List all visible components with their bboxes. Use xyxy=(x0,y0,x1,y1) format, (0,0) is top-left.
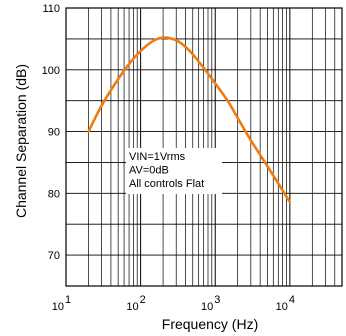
x-axis-title: Frequency (Hz) xyxy=(162,316,258,332)
y-tick-label: 80 xyxy=(48,188,60,200)
y-tick-label: 110 xyxy=(42,3,60,15)
x-tick-base: 10 xyxy=(201,301,213,313)
x-tick-label: 104 xyxy=(276,294,295,313)
x-tick-base: 10 xyxy=(276,301,288,313)
annotation-box: VIN=1Vrms AV=0dB All controls Flat xyxy=(126,148,222,194)
x-tick-base: 10 xyxy=(126,301,138,313)
y-tick-label: 70 xyxy=(48,250,60,262)
annotation-line-3: All controls Flat xyxy=(129,178,204,190)
x-tick-exponent: 3 xyxy=(214,294,220,306)
plot-area-frame xyxy=(65,7,343,287)
x-tick-exponent: 4 xyxy=(289,294,295,306)
x-tick-label: 103 xyxy=(201,294,220,313)
series-layer xyxy=(87,36,292,204)
series-line-0 xyxy=(87,36,292,204)
grid xyxy=(66,7,342,287)
x-tick-base: 10 xyxy=(52,301,64,313)
y-tick-labels: 70 80 90 100 110 xyxy=(42,3,60,262)
x-tick-label: 102 xyxy=(126,294,145,313)
annotation-background xyxy=(126,148,222,194)
annotation-line-2: AV=0dB xyxy=(129,165,169,177)
y-axis-title: Channel Separation (dB) xyxy=(13,64,29,218)
annotation-line-1: VIN=1Vrms xyxy=(129,151,186,163)
y-tick-label: 100 xyxy=(42,65,60,77)
x-tick-label: 101 xyxy=(52,294,71,313)
x-tick-exponent: 1 xyxy=(65,294,71,306)
x-tick-exponent: 2 xyxy=(140,294,146,306)
y-tick-label: 90 xyxy=(48,127,60,139)
